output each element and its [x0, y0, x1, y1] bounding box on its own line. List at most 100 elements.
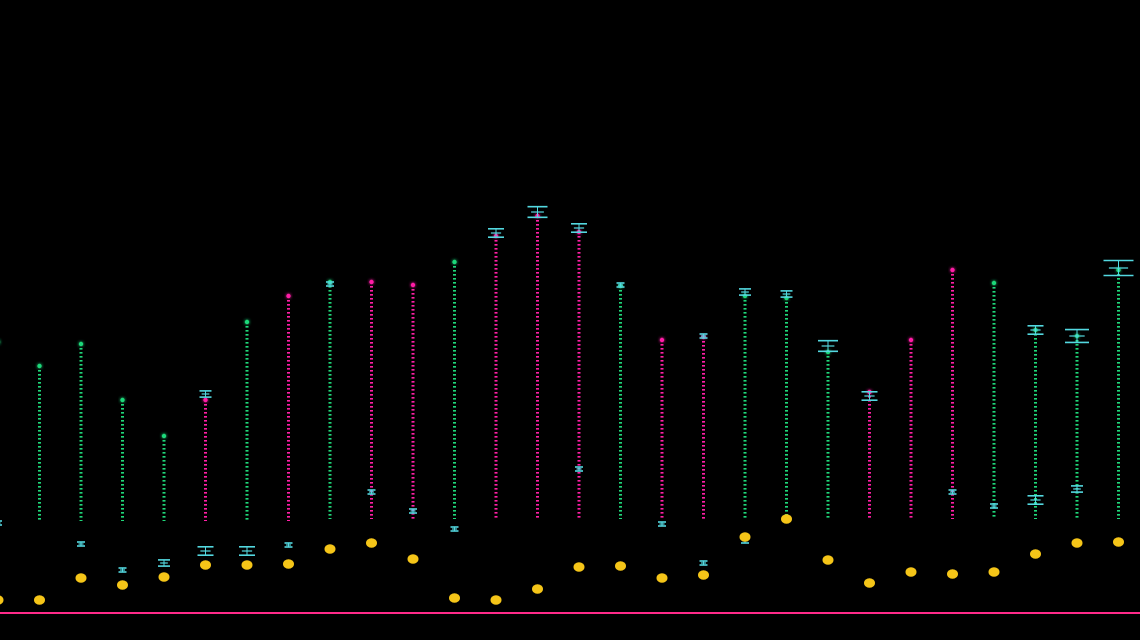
peak-cap-marker [861, 390, 878, 402]
floor-marker [948, 489, 957, 495]
floor-marker [409, 508, 417, 514]
beat-dot [34, 595, 45, 605]
beat-dot [988, 567, 1000, 577]
floor-marker [367, 489, 376, 495]
beat-dot [781, 514, 792, 524]
peak-cap-marker [818, 339, 838, 353]
spectrum-bar [658, 334, 666, 527]
floor-marker [0, 520, 2, 526]
bar-top-point [410, 282, 416, 288]
beat-dot [200, 560, 211, 570]
beat-dot [905, 567, 917, 577]
beat-dot [449, 593, 460, 603]
beat-dot [615, 561, 626, 571]
bar-top-point [369, 279, 374, 285]
peak-cap-marker [780, 290, 793, 298]
floor-marker [575, 466, 583, 472]
bar-top-point [908, 337, 914, 343]
beat-dot [407, 554, 419, 564]
beat-dot [573, 562, 585, 572]
spectrum-bar [861, 382, 878, 519]
peak-cap-marker [571, 223, 587, 233]
spectrum-bar [367, 279, 376, 519]
bar-top-point [244, 319, 250, 325]
bar-top-point [161, 433, 167, 439]
spectrum-bar [158, 433, 170, 567]
spectrum-bar [450, 259, 459, 532]
spectrum-bar [990, 280, 998, 519]
peak-cap-marker [1065, 328, 1089, 344]
beat-dot [324, 544, 336, 554]
peak-cap-marker [1027, 324, 1044, 336]
beat-dot [158, 572, 170, 582]
beat-dot [1113, 537, 1124, 547]
beat-dot [366, 538, 377, 548]
spectrum-bar [818, 339, 838, 519]
bar-top-point [659, 337, 665, 343]
peak-cap-marker [527, 205, 548, 219]
spectrum-bar [908, 337, 914, 519]
peak-cap-marker [699, 333, 708, 339]
bar-top-point [991, 280, 997, 286]
bar-top-point [120, 397, 125, 403]
spectrum-bar [571, 223, 587, 518]
spectrum-bar [197, 390, 214, 557]
beat-dot [822, 555, 834, 565]
bar-top-point [950, 267, 955, 273]
beat-dot [117, 580, 128, 590]
peak-cap-marker [199, 390, 212, 398]
peak-cap-marker [1103, 259, 1134, 277]
beat-dot [1030, 549, 1041, 559]
spectrum-bar [409, 282, 417, 519]
spectrum-bar [527, 205, 548, 519]
floor-marker [1071, 485, 1083, 493]
spectrum-bar [37, 363, 42, 522]
beat-dot [283, 559, 294, 569]
spectrum-bar [739, 288, 751, 544]
spectrum-bar [0, 341, 2, 526]
spectrum-bar [239, 319, 255, 557]
spectrum-bar [780, 290, 793, 516]
beat-dots [0, 514, 1124, 605]
beat-dot [490, 595, 502, 605]
bar-top-point [286, 293, 291, 299]
spectrum-bar [488, 228, 504, 519]
floor-marker [77, 541, 85, 547]
beat-dot [739, 532, 751, 542]
beat-dot [947, 569, 958, 579]
spectrum-bar [326, 279, 334, 519]
floor-marker [1027, 494, 1044, 506]
floor-marker [284, 542, 293, 548]
beat-dot [0, 595, 4, 605]
spectrum-bars [0, 205, 1134, 573]
floor-marker [239, 545, 255, 557]
peak-cap-marker [488, 228, 504, 238]
floor-marker [699, 560, 708, 566]
floor-marker [658, 521, 666, 527]
bar-top-point [452, 259, 457, 265]
beat-dot [241, 560, 253, 570]
spectrum-bar [118, 397, 127, 573]
bar-top-point [203, 397, 208, 403]
spectrum-bar [284, 293, 293, 548]
floor-marker [118, 567, 127, 573]
spectrum-bar [77, 341, 85, 547]
beat-dot [698, 570, 709, 580]
floor-marker [158, 559, 170, 567]
spectrum-bar [699, 333, 708, 566]
beat-dot [1071, 538, 1083, 548]
floor-marker [197, 545, 214, 557]
floor-marker [450, 526, 459, 532]
peak-cap-marker [616, 282, 625, 288]
spectrum-bar [948, 267, 957, 519]
spectrum-bar [1027, 324, 1044, 519]
spectrum-bar [616, 282, 625, 519]
beat-dot [532, 584, 543, 594]
spectrum-bar [1103, 259, 1134, 519]
beat-dot [656, 573, 668, 583]
beat-dot [864, 578, 875, 588]
beat-dot [75, 573, 87, 583]
peak-cap-marker [326, 281, 334, 287]
